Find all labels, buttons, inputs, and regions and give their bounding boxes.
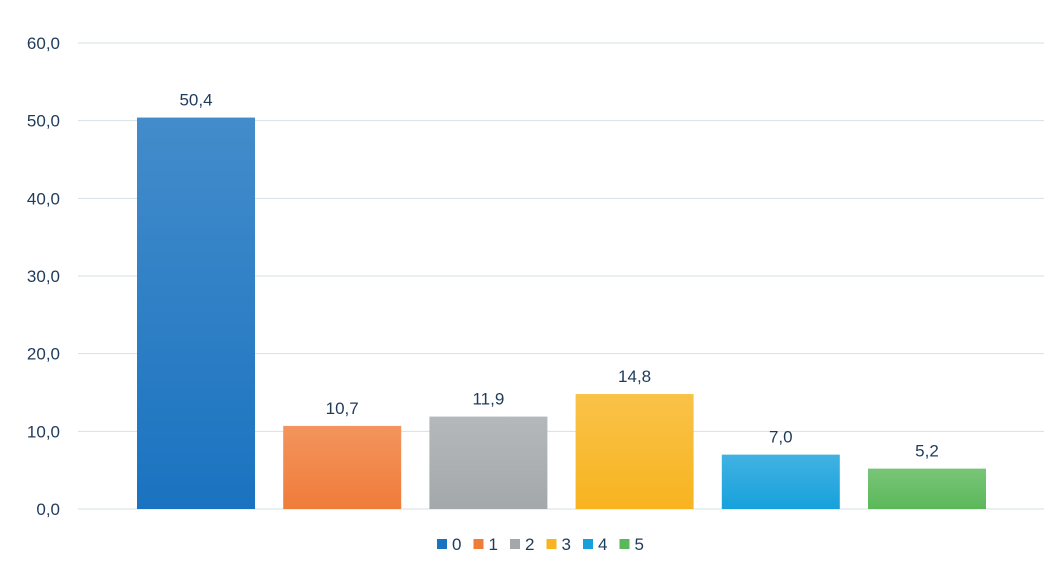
bar-4 [721,454,840,509]
y-tick-label: 50,0 [27,112,60,131]
legend-swatch [583,539,593,549]
legend-swatch [473,539,484,549]
legend-swatch [437,539,447,549]
data-label-0: 50,4 [179,91,212,110]
bar-2 [429,416,548,509]
bars [137,117,986,509]
y-tick-label: 60,0 [27,34,60,53]
y-tick-label: 30,0 [27,267,60,286]
bar-5 [868,468,986,509]
legend-label: 5 [635,535,644,554]
legend-swatch [510,539,520,549]
data-label-5: 5,2 [915,442,939,461]
bar-3 [575,394,694,509]
legend-label: 4 [598,535,607,554]
legend-item-0: 0 [437,535,461,554]
legend-item-1: 1 [473,535,498,554]
bar-1 [283,425,402,509]
legend-item-4: 4 [583,535,607,554]
legend-swatch [619,539,630,549]
data-label-4: 7,0 [769,428,793,447]
data-label-2: 11,9 [472,390,504,409]
y-tick-label: 10,0 [27,422,60,441]
y-tick-label: 40,0 [27,189,60,208]
legend-item-5: 5 [619,535,644,554]
legend-swatch [546,539,557,549]
legend-label: 0 [452,535,461,554]
legend-label: 2 [525,535,534,554]
bar-0 [137,117,255,509]
legend-item-3: 3 [546,535,571,554]
data-label-1: 10,7 [326,399,359,418]
legend-label: 3 [562,535,571,554]
legend-item-2: 2 [510,535,534,554]
legend-label: 1 [489,535,498,554]
y-axis-ticks: 0,0 10,0 20,0 30,0 40,0 50,0 60,0 [27,34,60,519]
data-labels: 50,4 10,7 11,9 14,8 7,0 5,2 [179,91,938,461]
legend: 0 1 2 3 4 5 [437,535,644,554]
y-tick-label: 0,0 [36,500,60,519]
data-label-3: 14,8 [618,367,651,386]
y-tick-label: 20,0 [27,345,60,364]
